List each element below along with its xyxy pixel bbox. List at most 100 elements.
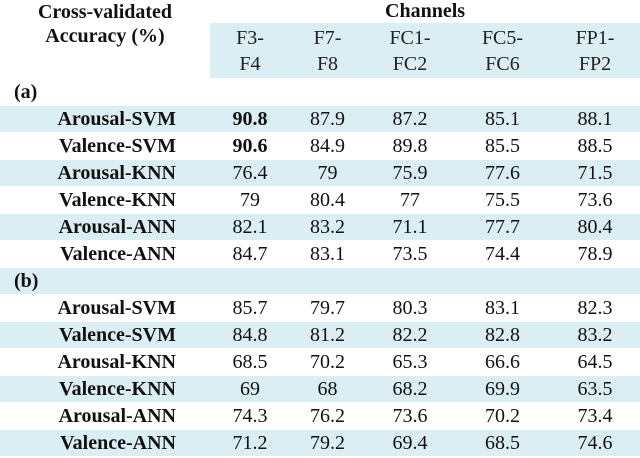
value-cell: 89.8: [365, 132, 455, 160]
value-cell: 82.1: [210, 213, 290, 241]
value-cell: 66.6: [455, 348, 550, 376]
value-cell: 75.5: [455, 186, 550, 214]
column-header-line: FC2: [392, 52, 428, 75]
group-header: Channels: [210, 0, 640, 23]
value-cell: 80.4: [550, 213, 640, 241]
value-cell: 78.9: [550, 240, 640, 268]
column-header-line: FP2: [578, 52, 612, 75]
value-cell: 75.9: [365, 159, 455, 187]
row-label: Arousal-ANN: [0, 213, 210, 241]
data-row: Arousal-SVM 90.8 87.9 87.2 85.1 88.1: [0, 105, 640, 133]
value-cell: 82.2: [365, 321, 455, 349]
section-row: (a): [0, 78, 640, 106]
row-label: Arousal-KNN: [0, 159, 210, 187]
value-cell: 71.1: [365, 213, 455, 241]
value-cell: 90.6: [210, 132, 290, 160]
column-header-line: F4: [239, 52, 261, 75]
value-cell: 69.9: [455, 375, 550, 403]
value-cell: 79: [210, 186, 290, 214]
value-cell: 84.9: [290, 132, 365, 160]
column-header-line: FP1-: [575, 26, 615, 49]
row-label: Valence-SVM: [0, 321, 210, 349]
value-cell: 83.2: [290, 213, 365, 241]
value-cell: 68.5: [210, 348, 290, 376]
value-cell: 73.6: [550, 186, 640, 214]
column-header-line: F7-: [313, 26, 342, 49]
value-cell: 85.5: [455, 132, 550, 160]
corner-header: Cross-validated Accuracy (%): [0, 0, 210, 79]
value-cell: 69: [210, 375, 290, 403]
column-header-line: FC1-: [389, 26, 431, 49]
section-label: (b): [0, 267, 640, 295]
value-cell: 80.3: [365, 294, 455, 322]
column-header: FC5- FC6: [455, 22, 550, 79]
value-cell: 90.8: [210, 105, 290, 133]
row-label: Valence-ANN: [0, 429, 210, 457]
value-cell: 73.6: [365, 402, 455, 430]
value-cell: 63.5: [550, 375, 640, 403]
value-cell: 81.2: [290, 321, 365, 349]
data-row: Valence-KNN 69 68 68.2 69.9 63.5: [0, 375, 640, 403]
column-header: FP1- FP2: [550, 22, 640, 79]
value-cell: 73.5: [365, 240, 455, 268]
value-cell: 68: [290, 375, 365, 403]
row-label: Arousal-SVM: [0, 105, 210, 133]
row-label: Valence-ANN: [0, 240, 210, 268]
header-line: Accuracy (%): [45, 25, 165, 47]
data-row: Valence-ANN 71.2 79.2 69.4 68.5 74.6: [0, 429, 640, 457]
data-row: Valence-SVM 84.8 81.2 82.2 82.8 83.2: [0, 321, 640, 349]
data-row: Arousal-KNN 76.4 79 75.9 77.6 71.5: [0, 159, 640, 187]
value-cell: 74.6: [550, 429, 640, 457]
data-row: Valence-KNN 79 80.4 77 75.5 73.6: [0, 186, 640, 214]
subheader-row: F3- F4 F7- F8 FC1- FC2 FC5- FC6 FP1- FP2: [0, 22, 640, 79]
column-header-line: F8: [316, 52, 339, 75]
row-label: Arousal-SVM: [0, 294, 210, 322]
section-label: (a): [0, 78, 640, 106]
column-header: F3- F4: [210, 22, 290, 79]
value-cell: 83.1: [455, 294, 550, 322]
row-label: Valence-KNN: [0, 375, 210, 403]
value-cell: 76.4: [210, 159, 290, 187]
value-cell: 85.7: [210, 294, 290, 322]
value-cell: 82.8: [455, 321, 550, 349]
value-cell: 88.1: [550, 105, 640, 133]
row-label: Valence-KNN: [0, 186, 210, 214]
data-row: Valence-ANN 84.7 83.1 73.5 74.4 78.9: [0, 240, 640, 268]
column-header-line: FC5-: [481, 26, 524, 49]
value-cell: 68.2: [365, 375, 455, 403]
header-line: Cross-validated: [37, 1, 173, 23]
data-row: Valence-SVM 90.6 84.9 89.8 85.5 88.5: [0, 132, 640, 160]
value-cell: 79.7: [290, 294, 365, 322]
value-cell: 70.2: [290, 348, 365, 376]
column-header: F7- F8: [290, 22, 365, 79]
value-cell: 80.4: [290, 186, 365, 214]
value-cell: 79.2: [290, 429, 365, 457]
value-cell: 87.9: [290, 105, 365, 133]
row-label: Arousal-KNN: [0, 348, 210, 376]
value-cell: 84.8: [210, 321, 290, 349]
value-cell: 77.6: [455, 159, 550, 187]
value-cell: 84.7: [210, 240, 290, 268]
value-cell: 88.5: [550, 132, 640, 160]
value-cell: 79: [290, 159, 365, 187]
value-cell: 77: [365, 186, 455, 214]
value-cell: 87.2: [365, 105, 455, 133]
section-row: (b): [0, 267, 640, 295]
column-header-line: F3-: [236, 26, 264, 49]
data-row: Arousal-ANN 74.3 76.2 73.6 70.2 73.4: [0, 402, 640, 430]
value-cell: 71.5: [550, 159, 640, 187]
value-cell: 65.3: [365, 348, 455, 376]
value-cell: 85.1: [455, 105, 550, 133]
value-cell: 83.1: [290, 240, 365, 268]
row-label: Arousal-ANN: [0, 402, 210, 430]
value-cell: 74.4: [455, 240, 550, 268]
value-cell: 71.2: [210, 429, 290, 457]
row-label: Valence-SVM: [0, 132, 210, 160]
data-row: Arousal-KNN 68.5 70.2 65.3 66.6 64.5: [0, 348, 640, 376]
value-cell: 74.3: [210, 402, 290, 430]
value-cell: 69.4: [365, 429, 455, 457]
data-row: Arousal-ANN 82.1 83.2 71.1 77.7 80.4: [0, 213, 640, 241]
value-cell: 82.3: [550, 294, 640, 322]
